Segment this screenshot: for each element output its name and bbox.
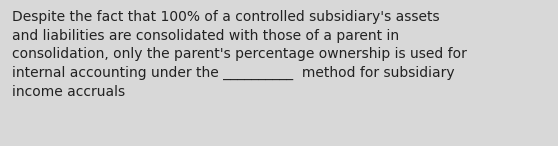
Text: Despite the fact that 100% of a controlled subsidiary's assets
and liabilities a: Despite the fact that 100% of a controll… — [12, 10, 467, 99]
